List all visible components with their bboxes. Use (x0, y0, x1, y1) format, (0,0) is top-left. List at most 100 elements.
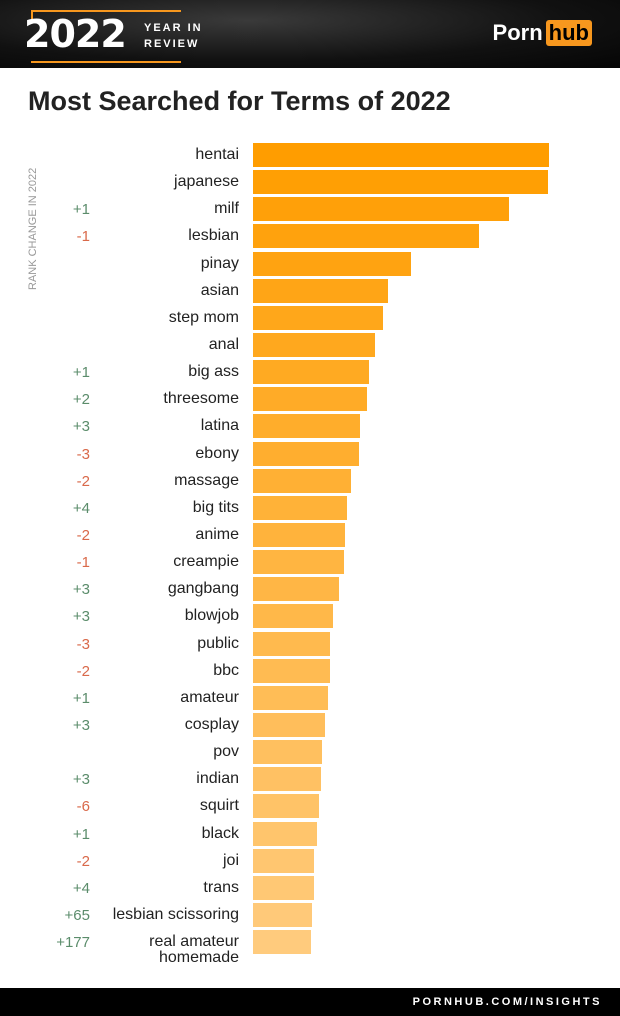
term-label: gangbang (167, 580, 239, 598)
term-label: creampie (173, 553, 239, 571)
bar-row: step mom (0, 305, 620, 330)
term-label: joi (222, 851, 239, 869)
term-label: pov (213, 743, 239, 761)
rank-change: +1 (72, 689, 90, 707)
term-label: anime (195, 525, 239, 543)
rank-change: +3 (72, 608, 90, 626)
bar-row: +3 blowjob (0, 604, 620, 629)
bar (253, 767, 322, 792)
rank-change: -1 (76, 228, 90, 246)
term-label: latina (200, 417, 239, 435)
term-label: cosplay (184, 715, 239, 733)
rank-change: +2 (72, 391, 90, 409)
bar (253, 414, 360, 439)
term-label: japanese (174, 173, 239, 191)
rank-change: -2 (76, 472, 90, 490)
term-label: public (197, 634, 239, 652)
bar-row: japanese (0, 170, 620, 195)
bar (253, 522, 346, 547)
rank-change: -2 (76, 852, 90, 870)
bar (253, 930, 312, 955)
bar (253, 577, 340, 602)
term-label: pinay (200, 254, 239, 272)
rank-change: +1 (72, 825, 90, 843)
bar-row: +177 real amateur homemade (0, 930, 620, 966)
rank-change: -3 (76, 445, 90, 463)
term-label: black (201, 824, 239, 842)
bar (253, 740, 322, 765)
term-label: step mom (168, 308, 239, 326)
rank-change: +4 (72, 499, 90, 517)
term-label: big tits (192, 498, 239, 516)
bar (253, 251, 412, 276)
bar-row: +4 trans (0, 875, 620, 900)
bar (253, 794, 319, 819)
bar (253, 685, 328, 710)
bar (253, 441, 359, 466)
bar-row: +3 indian (0, 767, 620, 792)
term-label: lesbian scissoring (112, 905, 239, 923)
term-label: asian (200, 281, 239, 299)
year-in-review-label: YEAR IN REVIEW (144, 20, 203, 52)
term-label: real amateur homemade (149, 933, 239, 967)
bar (253, 712, 325, 737)
bar-row: -1 creampie (0, 550, 620, 575)
term-label: hentai (195, 146, 239, 163)
term-label: massage (174, 471, 239, 489)
term-label: lesbian (188, 227, 239, 245)
rank-change: +3 (72, 716, 90, 734)
bar-row: +3 latina (0, 414, 620, 439)
term-label: squirt (199, 797, 239, 815)
chart-title: Most Searched for Terms of 2022 (28, 86, 451, 116)
term-label: ebony (195, 444, 239, 462)
term-label: amateur (180, 688, 239, 706)
footer-url: PORNHUB.COM/INSIGHTS (412, 996, 602, 1008)
bar-row: +65 lesbian scissoring (0, 902, 620, 927)
bar-row: -2 massage (0, 468, 620, 493)
bar-row: -2 bbc (0, 658, 620, 683)
bar-row: pov (0, 740, 620, 765)
bar (253, 902, 312, 927)
bar (253, 631, 330, 656)
bar-row: pinay (0, 251, 620, 276)
bar (253, 848, 314, 873)
bar (253, 658, 330, 683)
bar-row: anal (0, 332, 620, 357)
year-label: 2022 (24, 12, 127, 56)
bar (253, 387, 367, 412)
year-frame (31, 10, 181, 63)
bar-row: +4 big tits (0, 495, 620, 520)
bar (253, 875, 314, 900)
bar (253, 305, 383, 330)
term-label: milf (214, 200, 239, 218)
rank-change: +4 (72, 879, 90, 897)
rank-change: +1 (72, 201, 90, 219)
header-banner: 2022 YEAR IN REVIEW Porn hub (0, 0, 620, 68)
bar (253, 278, 388, 303)
bar-row: +1 big ass (0, 360, 620, 385)
bar-row: +3 cosplay (0, 712, 620, 737)
term-label: threesome (163, 390, 239, 408)
bar (253, 468, 351, 493)
logo-porn: Porn (492, 20, 543, 45)
rank-change: +3 (72, 771, 90, 789)
rank-change: -1 (76, 554, 90, 572)
rank-change: -3 (76, 635, 90, 653)
bar-row: +1 black (0, 821, 620, 846)
rank-change: -2 (76, 526, 90, 544)
bar (253, 821, 317, 846)
rank-change: +3 (72, 418, 90, 436)
bar (253, 332, 375, 357)
year-in-text: YEAR IN (144, 22, 203, 34)
bar (253, 143, 549, 167)
term-label: bbc (213, 661, 239, 679)
bar-row: asian (0, 278, 620, 303)
bar-row: -3 ebony (0, 441, 620, 466)
review-text: REVIEW (144, 38, 200, 50)
footer: PORNHUB.COM/INSIGHTS (0, 988, 620, 1016)
rank-change: -6 (76, 798, 90, 816)
bar-row: +2 threesome (0, 387, 620, 412)
bar-row: hentai (0, 143, 620, 167)
bar (253, 360, 370, 385)
bar-row: +3 gangbang (0, 577, 620, 602)
